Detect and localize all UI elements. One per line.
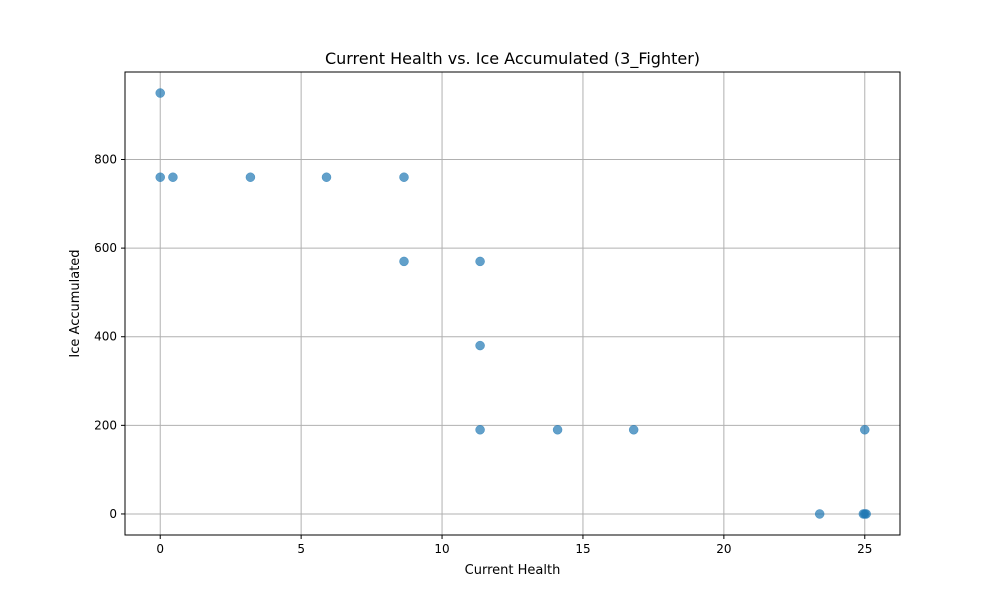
y-axis-ticks: 0 200 400 600 800 <box>94 153 125 521</box>
chart-title: Current Health vs. Ice Accumulated (3_Fi… <box>325 49 700 69</box>
y-tick-label: 400 <box>94 330 117 344</box>
y-tick-label: 600 <box>94 241 117 255</box>
y-tick-label: 0 <box>109 507 117 521</box>
scatter-point <box>399 256 409 267</box>
scatter-point <box>245 172 256 182</box>
scatter-point <box>168 172 178 182</box>
scatter-point <box>475 425 485 435</box>
x-axis-ticks: 0 5 10 15 20 25 <box>156 535 872 556</box>
y-tick-label: 800 <box>94 153 117 167</box>
y-tick-label: 200 <box>94 418 117 432</box>
scatter-point <box>552 425 563 435</box>
plot-frame <box>124 71 901 536</box>
scatter-point <box>628 425 639 435</box>
x-tick-label: 25 <box>857 542 872 556</box>
scatter-point <box>399 172 409 182</box>
scatter-point <box>155 88 165 98</box>
grid <box>125 72 900 535</box>
x-tick-label: 0 <box>156 542 164 556</box>
x-tick-label: 15 <box>575 542 590 556</box>
scatter-point <box>475 340 485 351</box>
scatter-point <box>475 256 485 267</box>
scatter-point <box>155 172 165 182</box>
scatter-point <box>814 509 825 519</box>
scatter-point <box>321 172 332 182</box>
scatter-point <box>861 509 871 519</box>
x-axis-label: Current Health <box>465 563 561 578</box>
scatter-point <box>860 425 870 435</box>
x-tick-label: 5 <box>297 542 305 556</box>
data-points <box>155 88 871 519</box>
y-axis-label: Ice Accumulated <box>68 249 83 357</box>
x-tick-label: 10 <box>434 542 449 556</box>
x-tick-label: 20 <box>716 542 731 556</box>
